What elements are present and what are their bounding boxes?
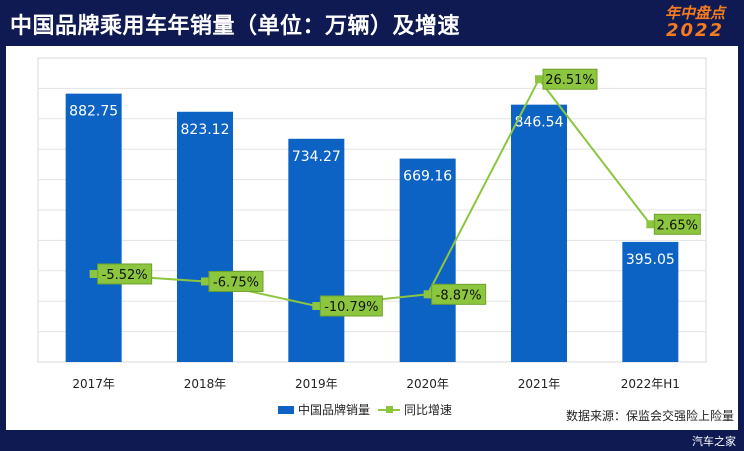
- badge-line2: 2022: [665, 20, 725, 41]
- bar-value-label: 846.54: [515, 115, 564, 131]
- combo-chart: 882.75 2017年 823.12 2018年 734.27 2019年 669.16 2…: [37, 57, 734, 423]
- growth-value-label: 26.51%: [545, 73, 595, 88]
- header-bar: 中国品牌乘用车年销量（单位：万辆）及增速 年中盘点 2022: [0, 0, 744, 46]
- growth-value-label: 2.65%: [657, 218, 698, 233]
- growth-value-label: -10.79%: [324, 300, 378, 315]
- legend-label: 同比增速: [404, 403, 452, 417]
- growth-label-box: [542, 68, 598, 90]
- growth-marker: [423, 290, 432, 299]
- bar-value-label: 734.27: [292, 149, 341, 165]
- bar: [511, 104, 567, 362]
- watermark-text: 汽车之家: [692, 435, 736, 448]
- growth-label-box: [431, 283, 487, 305]
- bar: [622, 241, 679, 362]
- legend-swatch-marker: [386, 406, 393, 413]
- bar-value-label: 823.12: [181, 122, 230, 138]
- bar: [288, 138, 345, 362]
- chart-panel: 882.75 2017年 823.12 2018年 734.27 2019年 669.16 2…: [6, 46, 738, 430]
- x-tick-label: 2021年: [518, 377, 561, 391]
- badge-line1: 年中盘点: [664, 4, 725, 22]
- growth-marker: [535, 75, 543, 84]
- growth-value-label: -5.52%: [102, 268, 148, 283]
- x-tick-label: 2018年: [184, 377, 227, 391]
- bar: [177, 111, 233, 363]
- growth-label-box: [653, 213, 701, 235]
- x-tick-label: 2017年: [72, 377, 115, 391]
- x-tick-label: 2019年: [295, 377, 338, 391]
- bar-value-label: 882.75: [69, 104, 118, 120]
- legend-swatch-bar: [278, 406, 294, 414]
- growth-marker: [312, 302, 321, 311]
- growth-marker: [89, 269, 98, 278]
- bar: [65, 93, 122, 363]
- source-note: 数据来源：保监会交强险上险量: [566, 408, 734, 423]
- growth-marker: [201, 277, 209, 286]
- growth-label-box: [97, 263, 153, 285]
- growth-label-box: [208, 270, 264, 292]
- bar: [399, 158, 456, 362]
- growth-label-box: [319, 295, 383, 317]
- x-tick-label: 2022年H1: [621, 377, 680, 391]
- bar-value-label: 395.05: [626, 252, 675, 268]
- legend-label: 中国品牌销量: [298, 402, 370, 417]
- bar-value-label: 669.16: [403, 169, 452, 185]
- x-tick-label: 2020年: [406, 377, 449, 391]
- growth-value-label: -6.75%: [213, 275, 259, 290]
- page-title: 中国品牌乘用车年销量（单位：万辆）及增速: [10, 14, 461, 39]
- year-review-badge: 年中盘点 2022: [660, 4, 730, 40]
- growth-marker: [646, 220, 655, 229]
- growth-value-label: -8.87%: [436, 288, 482, 303]
